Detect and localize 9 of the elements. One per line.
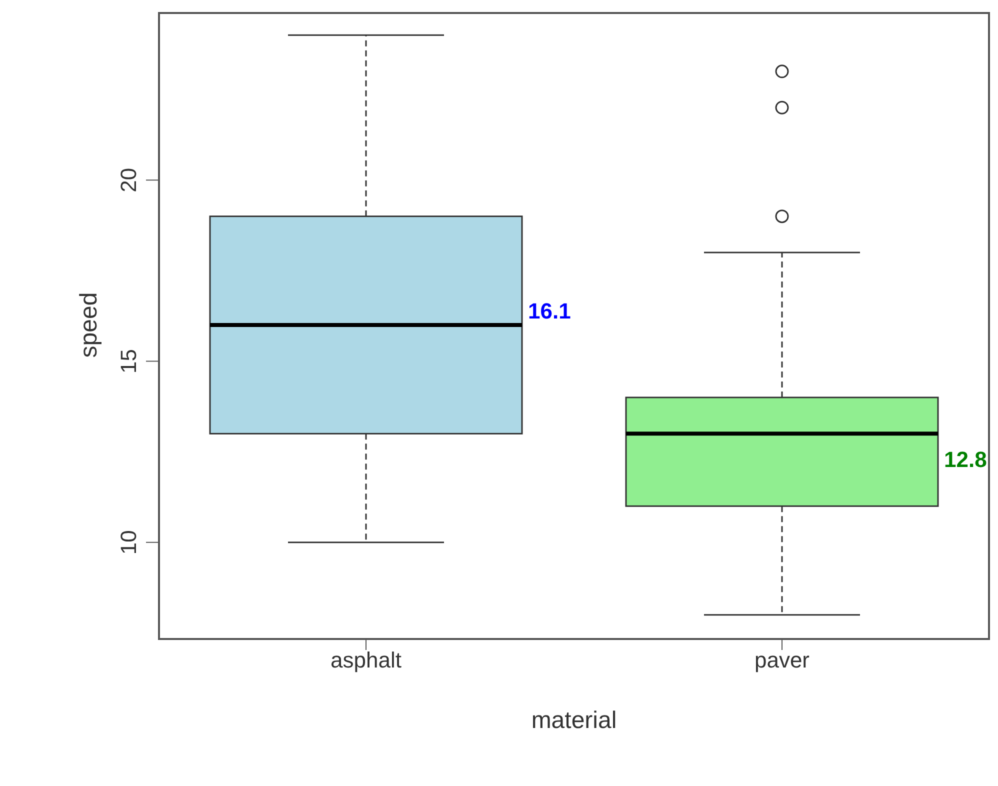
annotation: 16.1 [528, 298, 571, 324]
y-tick-label: 20 [116, 168, 141, 192]
y-tick-label: 15 [116, 348, 141, 374]
x-tick-label: paver [754, 648, 810, 673]
x-tick-label: asphalt [330, 648, 402, 673]
y-axis-title: speed [76, 292, 103, 358]
y-tick-label: 10 [116, 530, 141, 555]
annotation: 12.8 [944, 447, 987, 472]
x-axis-title: material [531, 707, 617, 734]
